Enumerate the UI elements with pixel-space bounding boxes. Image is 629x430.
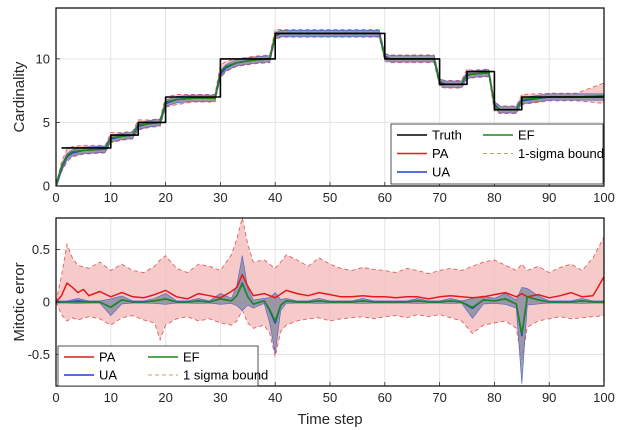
x-tick-label: 70 — [432, 390, 446, 405]
plot-marks — [56, 218, 604, 384]
legend: Truth EF PA 1-sigma bound UA — [390, 123, 604, 185]
x-tick-label: 30 — [213, 390, 227, 405]
y-tick-label: 0.5 — [32, 242, 50, 257]
mitotic-error-panel: 0 10 20 30 40 50 60 70 80 90 100 -0.5 0 0.5 Mitotic er… — [11, 217, 615, 428]
sigma-upper-line — [56, 218, 604, 303]
y-tick-label: 5 — [43, 115, 50, 130]
x-tick-label: 20 — [158, 390, 172, 405]
legend-label: EF — [183, 350, 200, 365]
x-tick-label: 100 — [593, 190, 615, 205]
x-tick-label: 50 — [323, 190, 337, 205]
y-axis-label: Mitotic error — [11, 262, 28, 341]
x-axis-label: Time step — [297, 411, 362, 428]
legend-label: 1 sigma bound — [183, 368, 268, 383]
series-line-pa — [56, 273, 604, 303]
y-axis-label: Cardinality — [11, 61, 28, 132]
legend-label: 1-sigma bound — [518, 146, 604, 161]
x-tick-label: 50 — [323, 390, 337, 405]
series-line-truth — [61, 32, 604, 149]
legend-label: UA — [432, 165, 450, 180]
x-tick-label: 30 — [213, 190, 227, 205]
legend-label: PA — [432, 146, 449, 161]
x-tick-label: 20 — [158, 190, 172, 205]
legend-label: PA — [99, 350, 116, 365]
x-tick-label: 10 — [104, 390, 118, 405]
x-tick-label: 70 — [432, 190, 446, 205]
cardinality-panel: 0 10 20 30 40 50 60 70 80 90 100 0 5 10 Cardinality Tru… — [11, 7, 615, 205]
x-tick-label: 60 — [378, 390, 392, 405]
x-tick-label: 90 — [542, 390, 556, 405]
ua-envelope — [56, 30, 604, 186]
x-tick-label: 40 — [268, 190, 282, 205]
y-tick-label: -0.5 — [28, 347, 50, 362]
y-tick-label: 0 — [43, 179, 50, 194]
sigma-lower-line — [56, 36, 604, 186]
sigma-lower-line — [56, 301, 604, 360]
legend-label: EF — [518, 128, 535, 143]
legend-box — [57, 345, 259, 387]
x-tick-label: 60 — [378, 190, 392, 205]
legend-label: Truth — [432, 128, 462, 143]
series-line-ef — [56, 283, 604, 335]
plot-marks — [56, 29, 604, 186]
x-tick-label: 40 — [268, 390, 282, 405]
legend-label: UA — [99, 368, 117, 383]
x-tick-label: 100 — [593, 390, 615, 405]
y-tick-label: 10 — [36, 51, 50, 66]
x-tick-label: 0 — [52, 390, 59, 405]
x-tick-label: 0 — [52, 190, 59, 205]
x-tick-label: 10 — [104, 190, 118, 205]
sigma-band — [56, 218, 604, 360]
x-tick-label: 90 — [542, 190, 556, 205]
ua-envelope — [56, 255, 604, 384]
x-tick-label: 80 — [487, 390, 501, 405]
x-tick-label: 80 — [487, 190, 501, 205]
legend: PA EF UA 1 sigma bound — [57, 345, 268, 387]
y-tick-label: 0 — [43, 295, 50, 310]
sigma-upper-line — [56, 29, 604, 186]
